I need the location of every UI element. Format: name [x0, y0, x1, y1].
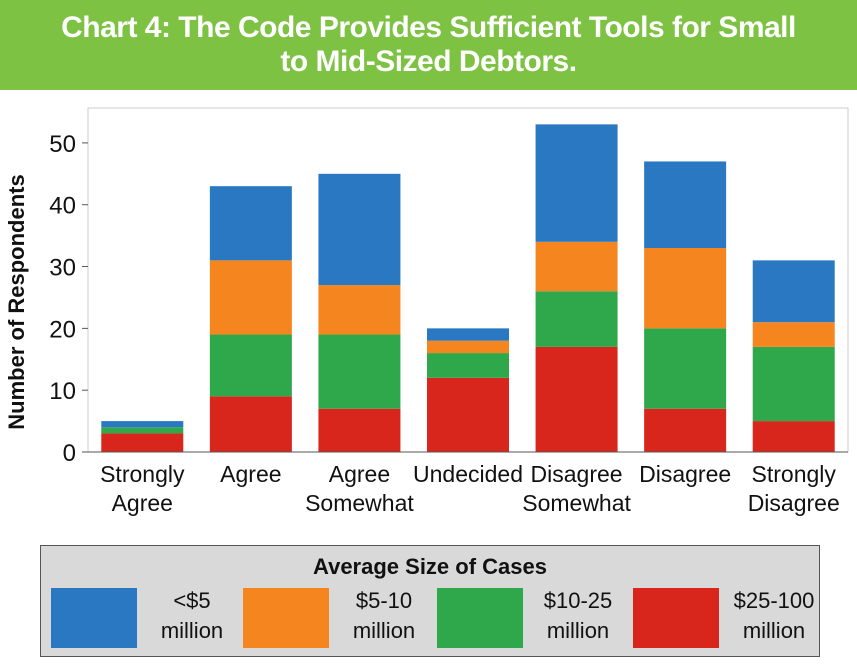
legend-label-10-25-line1: $10-25	[543, 588, 613, 613]
bar-segment	[535, 241, 618, 292]
bar-segment	[427, 353, 509, 378]
bar-segment	[644, 161, 727, 248]
bar-segment	[427, 340, 509, 354]
legend-label-5-10-line1: $5-10	[355, 588, 413, 613]
bar-segment	[752, 260, 835, 323]
bar-segment	[752, 346, 835, 422]
chart-title-line-2: to Mid-Sized Debtors.	[280, 45, 577, 78]
bar-segment	[209, 334, 292, 397]
bar-segment	[752, 421, 835, 452]
x-tick-label: Agree	[220, 461, 281, 487]
bar-segment	[209, 396, 292, 452]
legend-swatch-25-100	[633, 588, 719, 648]
y-axis-title: Number of Respondents	[4, 174, 29, 429]
y-tick-label: 20	[49, 316, 76, 343]
bar-segment	[644, 248, 727, 329]
bar-segment	[644, 328, 727, 409]
legend-title: Average Size of Cases	[313, 554, 547, 579]
plot-area: 0 10 20 30 40 50 Number of Respondents Strongly…	[4, 107, 849, 516]
x-tick-label: Disagree Somewhat	[522, 461, 631, 516]
bar-segment	[318, 408, 401, 452]
legend-swatch-5-10	[243, 588, 329, 648]
bar-segment	[209, 186, 292, 261]
legend-label-25-100-line2: million	[742, 618, 806, 643]
bar-segment	[101, 421, 184, 428]
legend-label-5-10-line2: million	[352, 618, 416, 643]
legend-label-25-100-line1: $25-100	[733, 588, 815, 613]
stacked-bar-chart: 0 10 20 30 40 50 Number of Respondents Strongly…	[4, 107, 849, 516]
bar-segment	[101, 427, 184, 434]
y-tick-label: 0	[63, 440, 76, 467]
legend-label-5-10: $5-10 million	[329, 586, 439, 646]
y-tick-label: 40	[49, 193, 76, 220]
bar-segment	[752, 322, 835, 347]
legend: Average Size of Cases <$5 million $5-10 …	[40, 545, 820, 657]
bar-segment	[318, 285, 401, 335]
bar-segment	[427, 328, 509, 341]
bar-segment	[318, 334, 401, 409]
legend-label-lt5: <$5 million	[137, 586, 247, 646]
title-band: Chart 4: The Code Provides Sufficient To…	[0, 0, 857, 90]
bar-segment	[644, 408, 727, 452]
legend-label-lt5-line2: million	[160, 618, 224, 643]
bar-segment	[535, 346, 618, 452]
x-tick-label: Disagree	[639, 461, 731, 487]
chart-title: Chart 4: The Code Provides Sufficient To…	[49, 11, 809, 79]
legend-label-10-25: $10-25 million	[523, 586, 633, 646]
legend-label-10-25-line2: million	[546, 618, 610, 643]
legend-swatch-lt5	[51, 588, 137, 648]
bar-segment	[427, 377, 509, 452]
bar-segment	[535, 291, 618, 347]
legend-label-lt5-line1: <$5	[173, 588, 211, 613]
x-tick-label: Strongly Agree	[100, 461, 185, 516]
x-tick-label: Strongly Disagree	[748, 461, 840, 516]
bar-segment	[209, 260, 292, 335]
y-tick-label: 10	[49, 378, 76, 405]
bar-segment	[318, 173, 401, 286]
y-tick-label: 30	[49, 255, 76, 282]
bar-segment	[101, 433, 184, 452]
x-tick-label: Undecided	[413, 461, 523, 487]
bar-segment	[535, 124, 618, 242]
x-tick-label: Agree Somewhat	[305, 461, 414, 516]
legend-swatch-10-25	[437, 588, 523, 648]
chart-title-line-1: Chart 4: The Code Provides Sufficient To…	[61, 11, 796, 44]
legend-label-25-100: $25-100 million	[719, 586, 829, 646]
y-tick-label: 50	[49, 131, 76, 158]
